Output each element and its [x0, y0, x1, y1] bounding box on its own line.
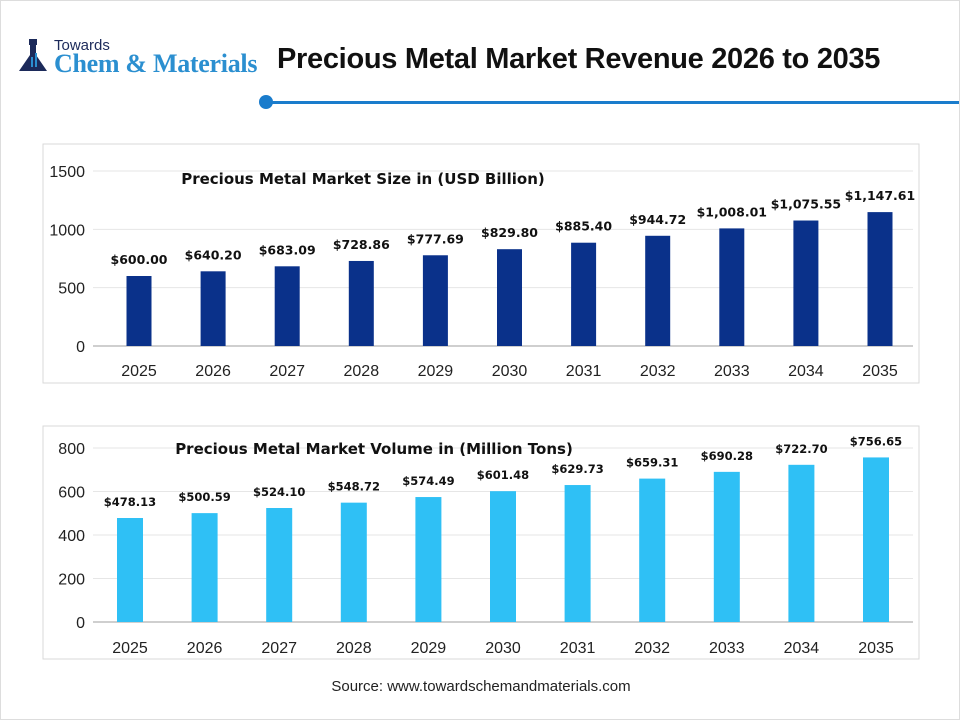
bar-2031: [571, 242, 597, 346]
x-tick-label: 2027: [269, 363, 305, 380]
data-label: $756.65: [850, 434, 902, 448]
data-label: $500.59: [178, 490, 230, 504]
bar-2026: [191, 513, 218, 622]
bar-2035: [867, 212, 893, 346]
data-label: $1,075.55: [771, 197, 841, 212]
bar-2028: [348, 260, 374, 346]
x-tick-label: 2027: [261, 640, 297, 657]
y-tick-label: 1500: [49, 164, 85, 181]
data-label: $690.28: [701, 449, 753, 463]
bar-2033: [713, 471, 740, 622]
data-label: $600.00: [111, 252, 168, 267]
x-tick-label: 2035: [858, 640, 894, 657]
chart-0-frame: [42, 143, 920, 384]
bar-2032: [639, 478, 666, 622]
flask-icon: [19, 39, 47, 71]
x-tick-label: 2032: [634, 640, 670, 657]
x-tick-label: 2034: [784, 640, 820, 657]
x-tick-label: 2028: [344, 363, 380, 380]
bar-2030: [490, 491, 516, 622]
bar-2034: [793, 220, 819, 346]
x-tick-label: 2033: [714, 363, 750, 380]
data-label: $885.40: [555, 219, 612, 234]
data-label: $944.72: [629, 212, 686, 227]
y-tick-label: 1000: [49, 222, 85, 239]
bar-2029: [415, 497, 442, 622]
bar-2028: [340, 502, 367, 622]
bar-2025: [117, 518, 143, 622]
x-tick-label: 2030: [492, 363, 528, 380]
bar-2033: [719, 228, 745, 346]
y-tick-label: 0: [76, 615, 85, 632]
y-tick-label: 0: [76, 339, 85, 356]
data-label: $640.20: [185, 247, 242, 262]
data-label: $777.69: [407, 231, 464, 246]
bar-2027: [266, 508, 293, 622]
data-label: $1,147.61: [845, 188, 915, 203]
x-tick-label: 2025: [112, 640, 148, 657]
logo: Towards Chem & Materials: [17, 37, 262, 78]
bar-2025: [126, 276, 152, 346]
y-tick-label: 400: [58, 528, 85, 545]
page-title: Precious Metal Market Revenue 2026 to 20…: [277, 43, 881, 75]
source-text: Source: www.towardschemandmaterials.com: [331, 678, 631, 695]
x-tick-label: 2030: [485, 640, 521, 657]
data-label: $728.86: [333, 237, 390, 252]
data-label: $629.73: [551, 462, 603, 476]
x-tick-label: 2028: [336, 640, 372, 657]
data-label: $574.49: [402, 474, 454, 488]
chart-title: Precious Metal Market Size in (USD Billi…: [181, 170, 545, 188]
x-tick-label: 2026: [187, 640, 223, 657]
data-label: $548.72: [328, 480, 380, 494]
y-tick-label: 800: [58, 441, 85, 458]
data-label: $524.10: [253, 485, 305, 499]
data-label: $829.80: [481, 225, 538, 240]
data-label: $478.13: [104, 495, 156, 509]
data-label: $659.31: [626, 456, 678, 470]
bar-2027: [274, 266, 300, 346]
x-tick-label: 2033: [709, 640, 745, 657]
chart-title: Precious Metal Market Volume in (Million…: [175, 440, 573, 458]
bar-2035: [863, 457, 889, 622]
x-tick-label: 2029: [411, 640, 447, 657]
y-tick-label: 500: [58, 281, 85, 298]
data-label: $1,008.01: [697, 204, 767, 219]
chart-1-frame: [42, 425, 920, 660]
x-tick-label: 2026: [195, 363, 231, 380]
title-rule: [266, 101, 959, 104]
bar-2034: [788, 464, 815, 622]
x-tick-label: 2029: [418, 363, 454, 380]
bar-2029: [422, 255, 448, 346]
y-tick-label: 600: [58, 485, 85, 502]
x-tick-label: 2025: [121, 363, 157, 380]
x-tick-label: 2031: [566, 363, 602, 380]
x-tick-label: 2034: [788, 363, 824, 380]
y-tick-label: 200: [58, 572, 85, 589]
x-tick-label: 2032: [640, 363, 676, 380]
x-tick-label: 2031: [560, 640, 596, 657]
data-label: $722.70: [775, 442, 827, 456]
data-label: $601.48: [477, 468, 529, 482]
bar-2026: [200, 271, 226, 346]
bar-2030: [497, 249, 522, 346]
bar-2031: [564, 485, 591, 622]
x-tick-label: 2035: [862, 363, 898, 380]
bar-2032: [645, 235, 671, 346]
data-label: $683.09: [259, 242, 316, 257]
logo-text-top: Towards: [54, 37, 110, 54]
logo-text-bottom: Chem & Materials: [54, 49, 258, 78]
